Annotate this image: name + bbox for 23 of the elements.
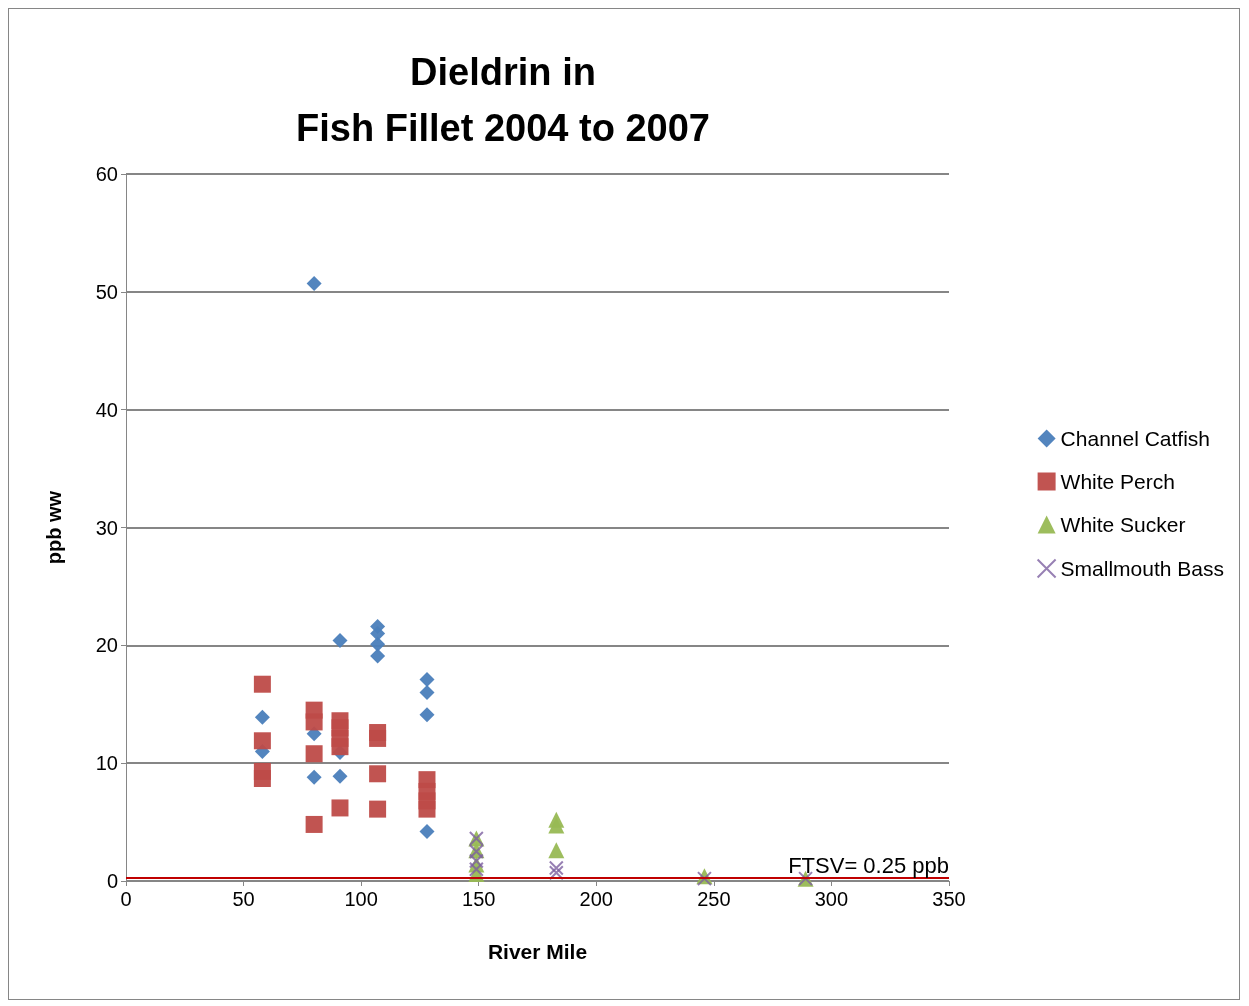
y-tick-label: 50	[95, 280, 118, 303]
x-tick-label: 350	[932, 888, 966, 910]
x-tick-label: 50	[232, 888, 255, 910]
legend-label: White Sucker	[1060, 513, 1186, 536]
legend-label: Channel Catfish	[1060, 427, 1211, 450]
chart-title: Dieldrin in Fish Fillet 2004 to 2007	[296, 51, 710, 149]
ref-line-label: FTSV= 0.25 ppb	[788, 852, 949, 878]
y-axis-title: ppb ww	[43, 490, 65, 565]
y-tick-label: 60	[95, 163, 118, 185]
y-tick-label: 40	[95, 398, 118, 421]
x-axis-title: River Mile	[487, 940, 588, 963]
x-tick-label: 200	[579, 888, 613, 910]
x-tick-label: 0	[120, 888, 132, 910]
legend-label: Smallmouth Bass	[1060, 557, 1225, 580]
x-tick-label: 150	[462, 888, 496, 910]
x-tick-label: 300	[814, 888, 849, 910]
y-tick-label: 30	[95, 516, 118, 539]
y-tick-label: 10	[95, 752, 118, 775]
x-tick-label: 100	[344, 888, 378, 910]
y-tick-label: 20	[95, 634, 118, 657]
legend-label: White Perch	[1060, 470, 1175, 493]
x-tick-label: 250	[697, 888, 731, 910]
y-tick-label: 0	[106, 870, 118, 892]
